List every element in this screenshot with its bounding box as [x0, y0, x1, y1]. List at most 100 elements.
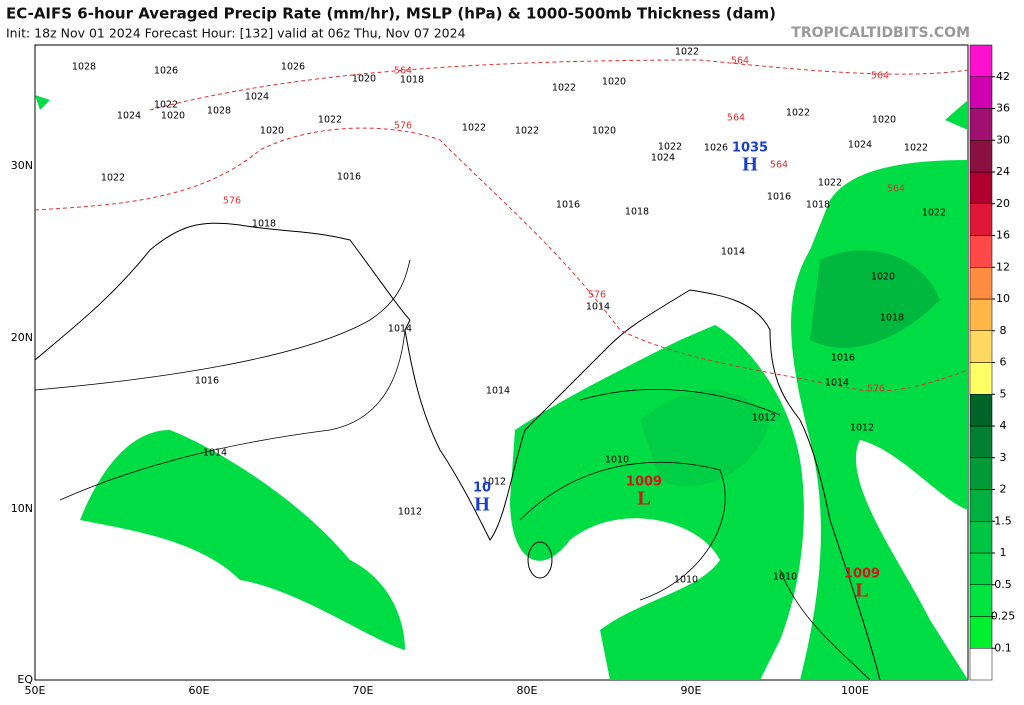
precip-area — [810, 250, 940, 348]
colorbar-segment — [969, 489, 993, 522]
isobar-label: 1016 — [556, 200, 580, 211]
isobar-label: 1022 — [818, 178, 842, 189]
colorbar-label: 5 — [1000, 387, 1007, 400]
isobar-label: 1026 — [704, 143, 728, 154]
colorbar-label: 3 — [1000, 451, 1007, 464]
colorbar-segment — [969, 235, 993, 268]
isobar-label: 1012 — [398, 507, 422, 518]
isobar-label: 1010 — [605, 455, 629, 466]
lon-label: 60E — [189, 684, 210, 697]
isobar-label: 1016 — [337, 172, 361, 183]
colorbar-segment — [969, 203, 993, 236]
subtitle: Init: 18z Nov 01 2024 Forecast Hour: [13… — [6, 26, 466, 41]
colorbar-segment — [969, 457, 993, 490]
colorbar-label: 16 — [996, 229, 1010, 242]
colorbar-label: 6 — [1000, 356, 1007, 369]
thickness-label: 564 — [887, 184, 905, 195]
pressure-center-value: 1009 — [844, 567, 880, 582]
thickness-label: 576 — [588, 290, 606, 301]
sri-lanka — [527, 541, 553, 579]
colorbar-segment — [969, 44, 993, 77]
lon-label: 70E — [353, 684, 374, 697]
precip-area — [640, 390, 770, 487]
isobar-label: 1022 — [154, 100, 178, 111]
isobar-label: 1014 — [203, 448, 227, 459]
isobar-label: 1014 — [586, 302, 610, 313]
map-area — [34, 44, 969, 681]
isobar-label: 1020 — [592, 126, 616, 137]
isobar-label: 1018 — [806, 200, 830, 211]
colorbar-segment — [969, 330, 993, 363]
thickness-label: 576 — [223, 196, 241, 207]
thickness-label: 564 — [770, 160, 788, 171]
lon-label: 80E — [517, 684, 538, 697]
isobar-label: 1010 — [674, 575, 698, 586]
colorbar-segment — [969, 394, 993, 427]
colorbar-label: 20 — [996, 197, 1010, 210]
isobar-label: 1012 — [850, 423, 874, 434]
colorbar-segment — [969, 298, 993, 331]
isobar-label: 1022 — [675, 47, 699, 58]
lon-label: 50E — [25, 684, 46, 697]
isobar-label: 1022 — [515, 126, 539, 137]
isobar-label: 1018 — [625, 207, 649, 218]
thickness-label: 564 — [871, 71, 889, 82]
isobar-label: 1022 — [318, 115, 342, 126]
colorbar: 0.1 0.25 0.5 1 1.5 2 3 4 5 6 8 10 12 16 20 24 30 36 42 — [969, 44, 1016, 681]
lat-label: 10N — [11, 502, 33, 515]
isobar-label: 1020 — [872, 115, 896, 126]
isobar-label: 1022 — [462, 123, 486, 134]
thickness-label: 564 — [394, 66, 412, 77]
isobar-label: 1024 — [245, 92, 269, 103]
isobar-label: 1014 — [486, 386, 510, 397]
colorbar-label: 30 — [996, 133, 1010, 146]
pressure-center-symbol: L — [855, 580, 868, 602]
isobar-label: 1022 — [658, 142, 682, 153]
colorbar-label: 0.1 — [994, 641, 1012, 654]
thickness-label: 576 — [394, 121, 412, 132]
lon-label: 90E — [681, 684, 702, 697]
isobar-label: 1012 — [752, 413, 776, 424]
colorbar-segment — [969, 362, 993, 395]
pressure-center-symbol: H — [474, 494, 490, 516]
isobar-label: 1018 — [880, 313, 904, 324]
isobar-label: 1020 — [352, 74, 376, 85]
colorbar-label: 24 — [996, 165, 1010, 178]
colorbar-segment — [969, 76, 993, 109]
isobar-label: 1014 — [825, 378, 849, 389]
colorbar-segment — [969, 425, 993, 458]
isobar-label: 1020 — [602, 77, 626, 88]
isobar-label: 1016 — [831, 353, 855, 364]
colorbar-segment — [969, 616, 993, 649]
colorbar-label: 10 — [996, 292, 1010, 305]
lat-label: EQ — [17, 673, 33, 686]
isobar-label: 1022 — [904, 143, 928, 154]
pressure-center-value: 1009 — [626, 475, 662, 490]
colorbar-segment — [969, 108, 993, 141]
colorbar-segment — [969, 584, 993, 617]
colorbar-label: 8 — [1000, 324, 1007, 337]
isobar-label: 1014 — [388, 324, 412, 335]
isobar-label: 1010 — [773, 572, 797, 583]
colorbar-label: 42 — [996, 70, 1010, 83]
source: TROPICALTIDBITS.COM — [791, 25, 970, 41]
colorbar-label: 0.25 — [991, 610, 1016, 623]
colorbar-label: 12 — [996, 260, 1010, 273]
colorbar-label: 1.5 — [994, 514, 1012, 527]
isobar-label: 1026 — [154, 66, 178, 77]
isobar — [35, 259, 871, 680]
pressure-center-value: 10 — [473, 481, 491, 496]
isobar-label: 1020 — [871, 272, 895, 283]
colorbar-segment — [969, 267, 993, 300]
isobar-label: 1026 — [281, 62, 305, 73]
isobar-label: 1024 — [651, 153, 675, 164]
precip-area — [80, 430, 405, 650]
isobar-label: 1028 — [72, 62, 96, 73]
lat-label: 30N — [11, 159, 33, 172]
title: EC-AIFS 6-hour Averaged Precip Rate (mm/… — [6, 5, 776, 23]
isobar-label: 1018 — [252, 219, 276, 230]
colorbar-label: 1 — [1000, 546, 1007, 559]
